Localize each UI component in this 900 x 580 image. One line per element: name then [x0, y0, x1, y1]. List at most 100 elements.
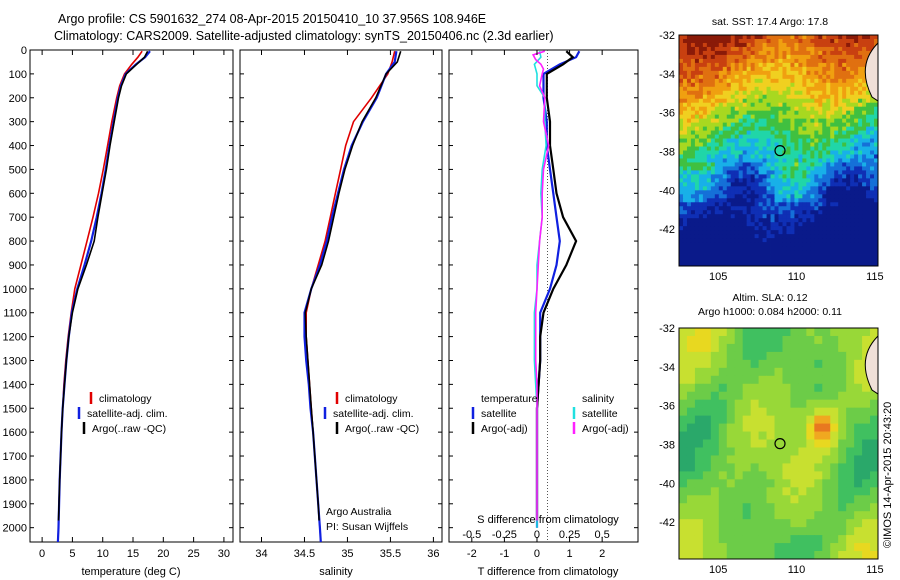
map-cell	[794, 174, 799, 179]
map-cell	[830, 118, 835, 124]
map-cell	[858, 218, 863, 223]
map-cell	[842, 210, 847, 215]
map-cell	[838, 527, 847, 536]
map-cell	[862, 328, 871, 337]
map-cell	[806, 190, 811, 195]
map-cell	[798, 122, 803, 127]
map-cell	[679, 74, 684, 80]
map-cell	[679, 58, 684, 64]
map-cell	[750, 503, 759, 512]
map-cell	[758, 42, 763, 48]
map-cell	[710, 226, 716, 231]
map-cell	[698, 102, 704, 108]
map-cell	[798, 58, 803, 64]
map-cell	[814, 535, 823, 544]
map-cell	[706, 118, 712, 124]
map-cell	[794, 150, 799, 155]
map-cell	[866, 234, 871, 239]
map-cell	[790, 367, 799, 377]
map-cell	[806, 154, 811, 159]
map-cell	[718, 455, 728, 464]
map-cell	[762, 66, 767, 72]
map-cell	[686, 262, 692, 266]
map-cell	[810, 150, 815, 155]
map-cell	[694, 383, 704, 393]
map-cell	[714, 246, 720, 251]
map-cell	[690, 234, 696, 239]
map-cell	[742, 178, 748, 183]
map-cell	[698, 254, 704, 259]
map-cell	[814, 551, 823, 559]
map-cell	[858, 190, 863, 195]
depth-tick-label: 1000	[3, 284, 27, 296]
map-cell	[734, 90, 740, 96]
map-cell	[778, 186, 783, 191]
map-cell	[862, 503, 871, 512]
map-cell	[850, 182, 855, 187]
map-cell	[862, 198, 867, 203]
map-cell	[822, 230, 827, 235]
map-cell	[734, 126, 740, 131]
map-cell	[778, 170, 783, 175]
map-cell	[734, 186, 740, 191]
map-cell	[822, 238, 827, 243]
map-cell	[682, 182, 688, 187]
map-cell	[854, 98, 859, 104]
map-cell	[702, 130, 708, 135]
map-cell	[834, 138, 839, 143]
map-cell	[750, 86, 756, 92]
map-cell	[806, 210, 811, 215]
map-cell	[706, 126, 712, 131]
map-cell	[722, 50, 728, 56]
map-cell	[742, 98, 748, 104]
map-cell	[806, 359, 815, 369]
map-cell	[726, 439, 736, 448]
map-cell	[706, 98, 712, 104]
map-cell	[774, 238, 779, 243]
map-cell	[738, 126, 744, 131]
map-cell	[690, 130, 696, 135]
map-cell	[806, 46, 811, 52]
map-cell	[814, 102, 819, 108]
map-cell	[746, 66, 752, 72]
map-cell	[754, 114, 759, 120]
map-cell	[742, 166, 748, 171]
map-cell	[734, 42, 740, 48]
map-cell	[790, 54, 795, 60]
map-cell	[826, 74, 831, 80]
map-cell	[842, 62, 847, 68]
map-cell	[866, 134, 871, 139]
map-cell	[762, 146, 767, 151]
map-cell	[706, 46, 712, 52]
map-cell	[682, 106, 688, 112]
map-cell	[790, 391, 799, 401]
map-cell	[730, 35, 736, 40]
map-cell	[838, 367, 847, 377]
map-cell	[778, 70, 783, 76]
map-cell	[838, 42, 843, 48]
map-cell	[686, 503, 696, 512]
map-cell	[846, 343, 855, 353]
map-cell	[754, 38, 759, 44]
map-cell	[738, 262, 744, 266]
map-cell	[842, 42, 847, 48]
map-cell	[826, 42, 831, 48]
map-cell	[802, 98, 807, 104]
map-cell	[702, 54, 708, 60]
map-cell	[798, 487, 807, 496]
map-cell	[838, 82, 843, 88]
map-cell	[790, 415, 799, 424]
map-cell	[782, 447, 791, 456]
map-cell	[790, 407, 799, 417]
map-cell	[802, 174, 807, 179]
map-cell	[870, 190, 875, 195]
map-cell	[754, 190, 759, 195]
map-cell	[698, 238, 704, 243]
map-cell	[734, 94, 740, 100]
map-cell	[694, 234, 700, 239]
map-cell	[742, 218, 748, 223]
map-cell	[686, 487, 696, 496]
map-cell	[714, 158, 720, 163]
map-cell	[710, 78, 716, 84]
map-cell	[834, 258, 839, 263]
